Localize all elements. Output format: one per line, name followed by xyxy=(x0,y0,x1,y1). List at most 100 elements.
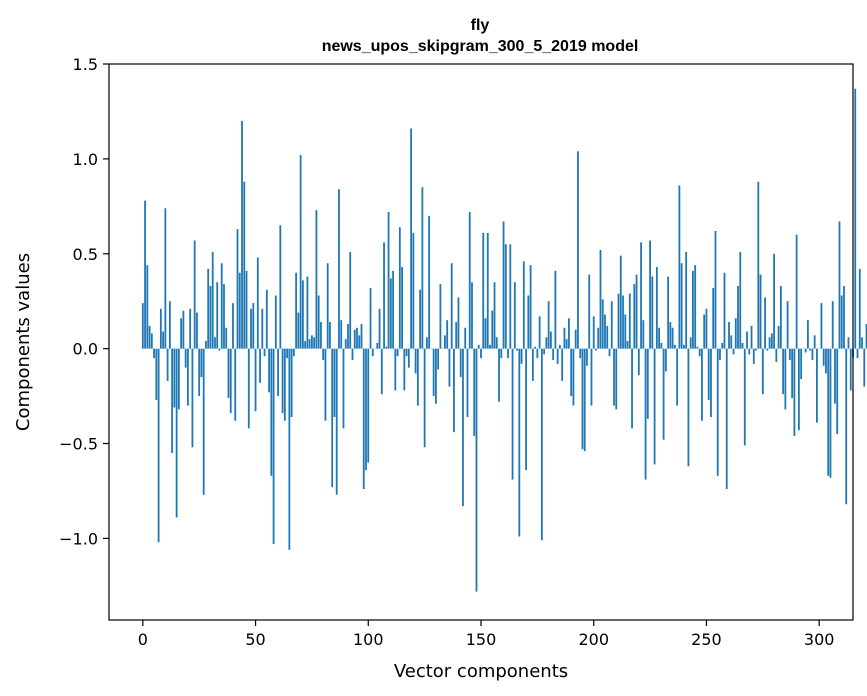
bar xyxy=(606,325,609,349)
bar xyxy=(473,348,476,436)
bar xyxy=(604,314,606,349)
bar xyxy=(831,301,834,349)
bar xyxy=(543,348,546,355)
bar xyxy=(274,295,277,349)
bar xyxy=(198,348,201,397)
bar xyxy=(838,221,841,349)
bar xyxy=(743,348,746,446)
bar xyxy=(516,348,518,351)
bar xyxy=(211,251,214,349)
bar xyxy=(297,312,300,349)
bar xyxy=(601,299,604,349)
bar xyxy=(191,348,194,448)
bar xyxy=(223,284,225,349)
bar xyxy=(214,337,216,349)
bar xyxy=(412,232,415,349)
bar xyxy=(387,212,390,349)
bar xyxy=(410,128,413,349)
bar xyxy=(268,348,270,393)
bar xyxy=(739,251,742,349)
bar xyxy=(556,348,559,364)
bar xyxy=(423,348,426,448)
bar xyxy=(680,263,683,349)
bar xyxy=(477,344,480,349)
bar xyxy=(658,327,661,349)
bar xyxy=(283,348,286,421)
bar xyxy=(809,348,812,351)
bar xyxy=(570,348,573,397)
bar xyxy=(159,308,162,349)
bar xyxy=(822,348,825,366)
bar xyxy=(270,348,273,476)
bar xyxy=(640,242,642,349)
bar xyxy=(617,293,620,349)
bar xyxy=(232,303,234,349)
bar xyxy=(572,348,575,406)
bar xyxy=(457,297,460,349)
bar xyxy=(671,327,674,349)
bar xyxy=(396,348,399,357)
bar xyxy=(493,282,496,349)
bar xyxy=(511,348,514,480)
bar xyxy=(247,348,250,429)
bar xyxy=(351,348,354,361)
bar xyxy=(775,348,778,362)
bar xyxy=(405,348,408,357)
bar xyxy=(498,348,500,402)
x-axis-ticks: 0 50 100 150 200 250 300 xyxy=(138,620,834,649)
bar xyxy=(597,327,600,349)
bar xyxy=(595,348,597,351)
y-tick-label: 1.5 xyxy=(73,55,98,74)
bar xyxy=(398,227,401,349)
bar xyxy=(439,284,442,349)
bar xyxy=(770,333,773,349)
bar xyxy=(854,88,857,349)
bar xyxy=(574,329,577,349)
bar xyxy=(353,329,356,349)
bar xyxy=(144,200,146,349)
bar xyxy=(349,251,352,349)
bar xyxy=(687,348,690,467)
bar xyxy=(150,333,153,349)
bar xyxy=(615,348,618,410)
bar xyxy=(637,348,640,376)
bar xyxy=(425,337,428,349)
bar xyxy=(757,181,760,349)
y-tick-label: −1.0 xyxy=(59,529,98,548)
bar xyxy=(759,274,762,349)
bar xyxy=(547,301,550,349)
bar xyxy=(421,187,424,349)
bar xyxy=(484,318,487,349)
bar xyxy=(673,344,676,349)
bar xyxy=(209,286,212,349)
bar xyxy=(843,286,845,349)
bar xyxy=(480,348,482,359)
bar xyxy=(834,348,836,404)
bar xyxy=(504,244,507,349)
bar xyxy=(455,322,458,349)
bar xyxy=(378,308,381,349)
chart-title: fly xyxy=(471,17,490,34)
bar xyxy=(698,348,701,357)
bar xyxy=(311,335,313,349)
bar xyxy=(367,348,370,463)
bar xyxy=(856,348,859,359)
bar xyxy=(146,265,149,349)
bar xyxy=(238,272,241,349)
bar xyxy=(538,316,541,349)
plot-frame xyxy=(108,63,854,621)
bar xyxy=(549,331,552,349)
bar xyxy=(509,244,512,349)
bar xyxy=(299,155,302,349)
bar xyxy=(459,348,462,378)
bar xyxy=(534,346,537,349)
bar xyxy=(153,348,155,359)
bar xyxy=(719,348,721,361)
bar xyxy=(649,240,651,349)
bar xyxy=(782,348,785,395)
bar xyxy=(383,242,385,349)
bar xyxy=(489,344,491,349)
bar xyxy=(243,181,246,349)
bar xyxy=(624,314,627,349)
x-tick-label: 50 xyxy=(245,630,265,649)
